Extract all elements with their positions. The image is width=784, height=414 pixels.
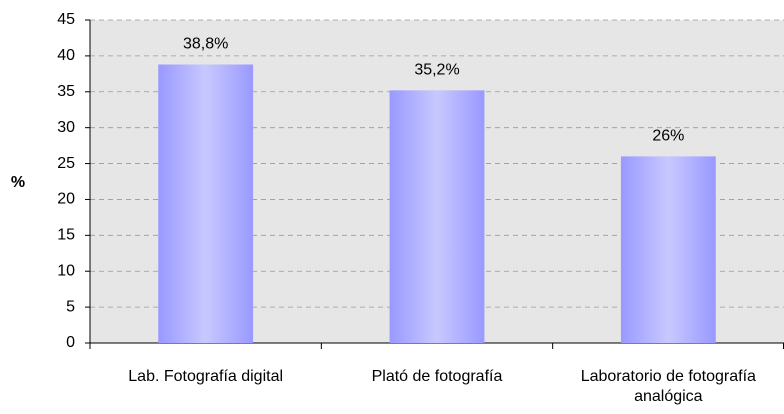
data-label: 26% xyxy=(652,128,684,145)
y-tick-label: 10 xyxy=(57,262,75,279)
data-label: 35,2% xyxy=(414,62,459,79)
y-tick-label: 30 xyxy=(57,119,75,136)
y-tick-label: 35 xyxy=(57,83,75,100)
y-tick-label: 20 xyxy=(57,191,75,208)
y-tick-label: 15 xyxy=(57,227,75,244)
y-tick-label: 5 xyxy=(66,298,75,315)
y-tick-label: 40 xyxy=(57,47,75,64)
bar xyxy=(389,90,485,343)
y-axis-label: % xyxy=(11,174,25,191)
x-tick-label: Lab. Fotografía digital xyxy=(128,368,284,385)
y-tick-label: 45 xyxy=(57,11,75,28)
data-label: 38,8% xyxy=(183,36,228,53)
y-tick-label: 0 xyxy=(66,334,75,351)
x-tick-label: Plató de fotografía xyxy=(371,368,503,385)
y-tick-label: 25 xyxy=(57,155,75,172)
bar xyxy=(620,156,716,343)
x-tick-label: Laboratorio de fotografía analógica xyxy=(580,368,756,405)
bar xyxy=(158,64,254,343)
